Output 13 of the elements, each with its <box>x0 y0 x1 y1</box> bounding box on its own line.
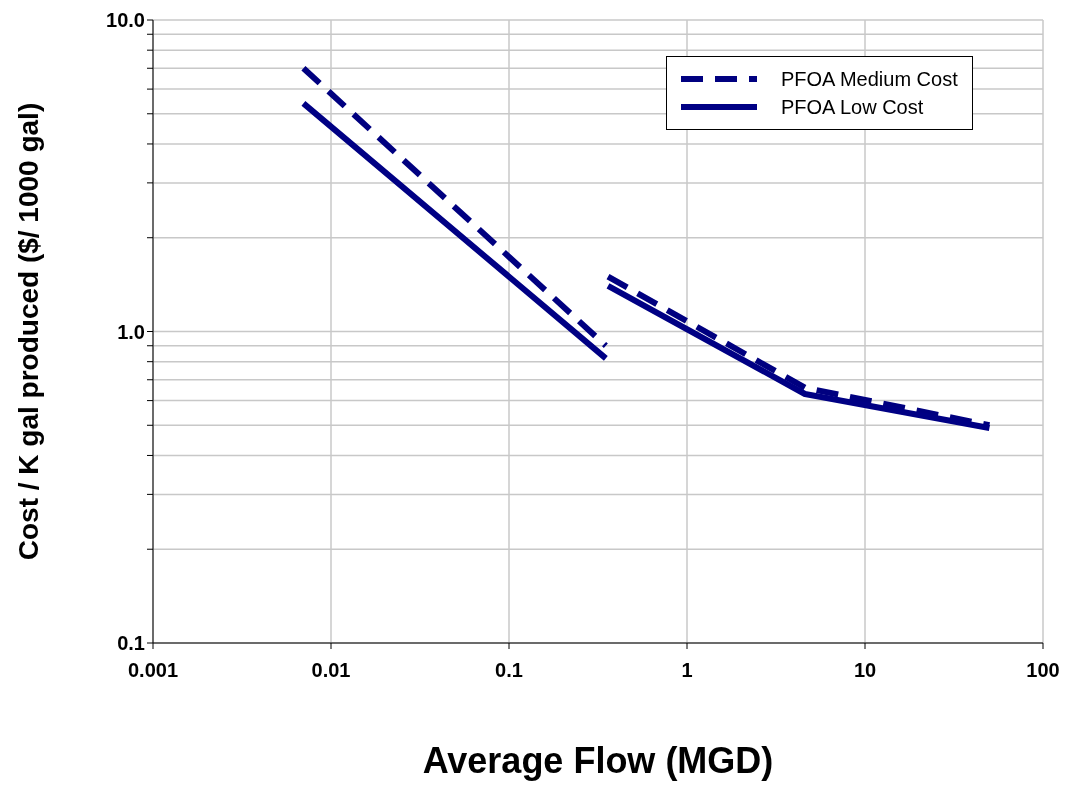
x-tick-label: 0.1 <box>495 659 523 682</box>
x-tick-label: 1 <box>681 659 693 682</box>
y-tick-label: 1.0 <box>117 320 145 343</box>
x-tick-label: 10 <box>853 659 877 682</box>
x-tick-label: 0.01 <box>311 659 351 682</box>
x-tick-label: 100 <box>1026 659 1060 682</box>
y-axis-title: Cost / K gal produced ($/ 1000 gal) <box>12 102 44 561</box>
y-tick-label: 0.1 <box>117 632 145 655</box>
legend-label: PFOA Medium Cost <box>781 67 958 91</box>
legend-label: PFOA Low Cost <box>781 95 924 119</box>
x-tick-label: 0.001 <box>127 659 179 682</box>
y-tick-label: 10.0 <box>106 9 145 32</box>
x-axis-title: Average Flow (MGD) <box>422 740 774 781</box>
